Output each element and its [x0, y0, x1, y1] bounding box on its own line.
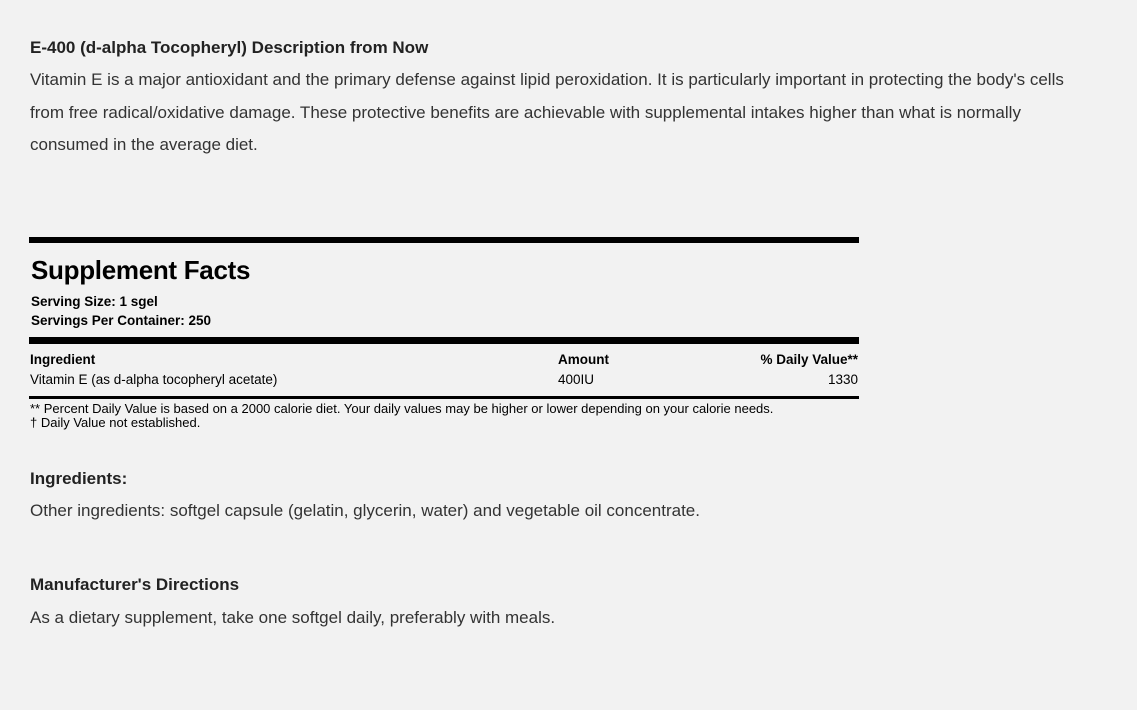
header-ingredient: Ingredient	[30, 352, 96, 367]
footnote-not-established: † Daily Value not established.	[30, 415, 201, 430]
divider	[29, 337, 859, 344]
description-title: E-400 (d-alpha Tocopheryl) Description f…	[30, 38, 429, 57]
ingredient-name: Vitamin E (as d-alpha tocopheryl acetate…	[30, 372, 278, 387]
serving-size: Serving Size: 1 sgel	[31, 294, 158, 309]
header-daily-value: % Daily Value**	[760, 352, 858, 367]
servings-per-container: Servings Per Container: 250	[31, 313, 212, 328]
header-amount: Amount	[558, 352, 609, 367]
table-header: Ingredient Amount % Daily Value**	[29, 350, 859, 370]
ingredients-text: Other ingredients: softgel capsule (gela…	[30, 501, 700, 520]
supplement-facts-title: Supplement Facts	[31, 255, 251, 285]
footnote-daily-value: ** Percent Daily Value is based on a 200…	[30, 401, 774, 416]
description-text: Vitamin E is a major antioxidant and the…	[30, 70, 1064, 154]
directions-title: Manufacturer's Directions	[30, 575, 240, 594]
directions-text: As a dietary supplement, take one softge…	[30, 608, 556, 627]
table-row: Vitamin E (as d-alpha tocopheryl acetate…	[29, 370, 859, 390]
divider	[29, 396, 859, 399]
ingredient-amount: 400IU	[558, 372, 595, 387]
supplement-facts-panel: Supplement Facts Serving Size: 1 sgel Se…	[29, 237, 859, 430]
ingredients-title: Ingredients:	[30, 469, 128, 488]
ingredient-daily-value: 1330	[827, 372, 858, 387]
divider	[29, 237, 859, 243]
